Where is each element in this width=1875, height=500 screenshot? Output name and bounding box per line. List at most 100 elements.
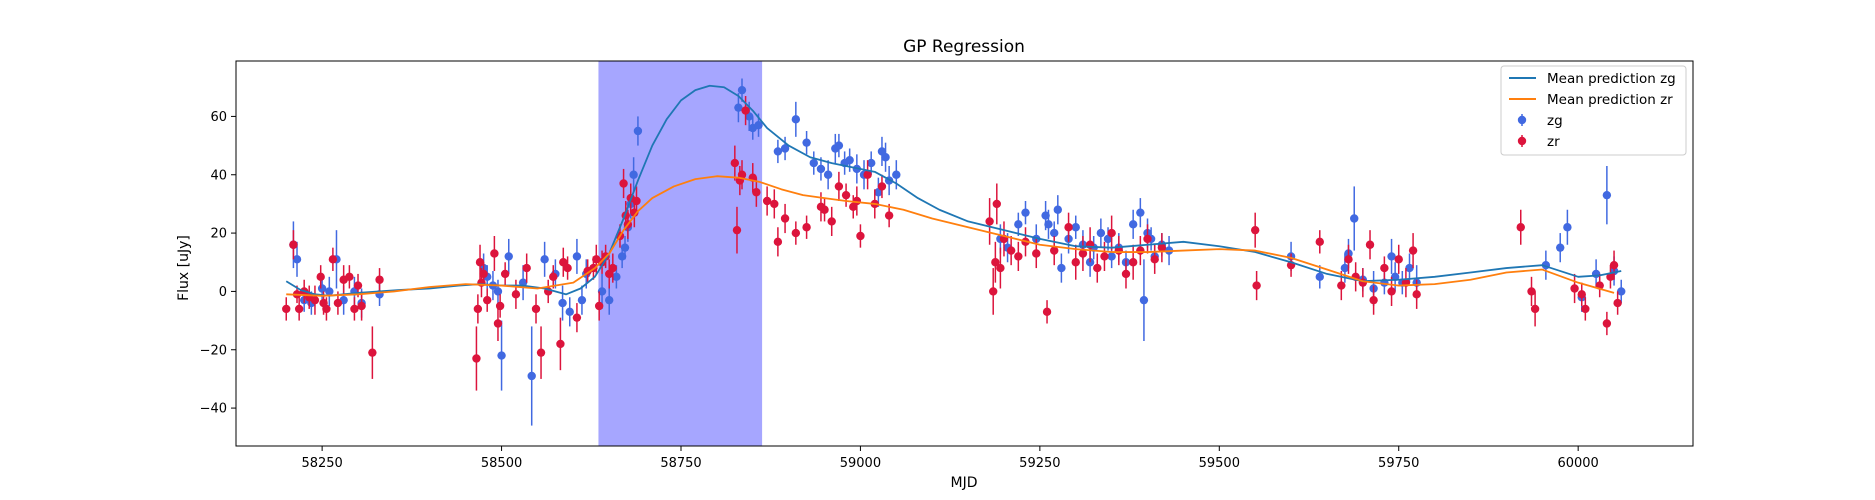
- data-point: [345, 272, 354, 282]
- data-point: [620, 243, 630, 252]
- data-point: [992, 199, 1001, 209]
- data-point: [357, 301, 366, 311]
- data-point: [605, 295, 614, 305]
- data-point: [1139, 295, 1149, 305]
- data-point: [1014, 220, 1023, 229]
- data-point: [1530, 304, 1540, 314]
- data-point: [834, 182, 844, 191]
- data-point: [577, 295, 587, 305]
- data-point: [780, 144, 790, 153]
- data-point: [773, 237, 783, 247]
- x-tick-label: 58500: [481, 456, 522, 471]
- x-tick-label: 60000: [1557, 456, 1598, 471]
- legend-label: Mean prediction zg: [1547, 71, 1676, 87]
- data-point: [594, 301, 604, 311]
- data-point: [1136, 246, 1145, 255]
- data-point: [845, 155, 854, 165]
- y-tick-label: −20: [200, 343, 227, 358]
- data-point: [1032, 249, 1041, 258]
- y-tick-label: 40: [210, 168, 227, 183]
- data-point: [1365, 240, 1375, 249]
- data-point: [827, 217, 836, 226]
- data-point: [841, 190, 851, 200]
- data-point: [773, 147, 783, 156]
- data-point: [1387, 252, 1396, 261]
- data-point: [483, 295, 492, 305]
- data-point: [558, 298, 567, 308]
- plot-content: [282, 61, 1626, 446]
- data-point: [1350, 214, 1359, 223]
- data-point: [1581, 304, 1590, 314]
- data-point: [572, 313, 582, 322]
- data-point: [1021, 208, 1030, 217]
- data-point: [317, 284, 327, 293]
- data-point: [531, 304, 541, 314]
- data-point: [1143, 234, 1152, 244]
- data-point: [619, 179, 628, 188]
- data-point: [1337, 281, 1346, 290]
- data-point: [1071, 223, 1080, 232]
- x-tick-label: 59000: [840, 456, 881, 471]
- x-tick-label: 58750: [660, 456, 701, 471]
- data-point: [1602, 190, 1612, 200]
- data-point: [1394, 255, 1403, 264]
- data-point: [316, 272, 325, 282]
- data-point: [823, 170, 833, 179]
- data-point: [500, 269, 510, 279]
- data-point: [559, 258, 568, 267]
- data-point: [493, 319, 503, 328]
- data-point: [1128, 220, 1138, 229]
- data-point: [802, 138, 811, 147]
- y-axis-label: Flux [uJy]: [176, 235, 192, 301]
- data-point: [1071, 258, 1080, 267]
- data-point: [780, 214, 790, 223]
- data-point: [289, 240, 298, 249]
- data-point: [472, 354, 481, 363]
- data-point: [1606, 272, 1615, 282]
- data-point: [294, 304, 304, 314]
- data-point: [328, 255, 338, 264]
- data-point: [1150, 255, 1159, 264]
- data-point: [1006, 246, 1016, 255]
- data-point: [1107, 252, 1116, 261]
- data-point: [1128, 258, 1138, 267]
- data-point: [881, 153, 890, 162]
- data-point: [1121, 269, 1131, 279]
- data-point: [572, 252, 582, 261]
- data-point: [1344, 255, 1353, 264]
- data-point: [752, 188, 761, 197]
- data-point: [1041, 211, 1050, 220]
- data-point: [522, 263, 531, 273]
- prediction-line-0: [285, 84, 1622, 297]
- data-point: [495, 301, 505, 311]
- data-point: [737, 170, 747, 179]
- data-point: [1577, 290, 1586, 299]
- legend-box: [1500, 65, 1687, 156]
- legend-label: zg: [1547, 113, 1563, 129]
- data-point: [527, 371, 536, 381]
- x-tick-label: 59750: [1378, 456, 1419, 471]
- data-point: [820, 205, 829, 214]
- data-point: [490, 249, 499, 258]
- data-point: [809, 158, 818, 168]
- data-point: [1408, 246, 1418, 255]
- data-point: [632, 196, 641, 206]
- data-point: [791, 115, 801, 124]
- data-point: [536, 348, 546, 357]
- legend-label: Mean prediction zr: [1547, 92, 1673, 108]
- data-point: [556, 339, 565, 349]
- data-point: [475, 258, 485, 267]
- data-point: [892, 170, 901, 179]
- data-point: [511, 290, 521, 299]
- data-point: [617, 252, 627, 261]
- data-point: [770, 199, 779, 209]
- data-point: [884, 211, 894, 220]
- legend: Mean prediction zg Mean prediction zr zg zr: [1500, 65, 1687, 156]
- data-point: [1570, 284, 1579, 293]
- data-point: [282, 304, 291, 314]
- data-point: [1136, 208, 1145, 217]
- plot-frame: [235, 60, 1694, 447]
- data-point: [1157, 243, 1167, 252]
- legend-marker-swatch: [1517, 115, 1527, 125]
